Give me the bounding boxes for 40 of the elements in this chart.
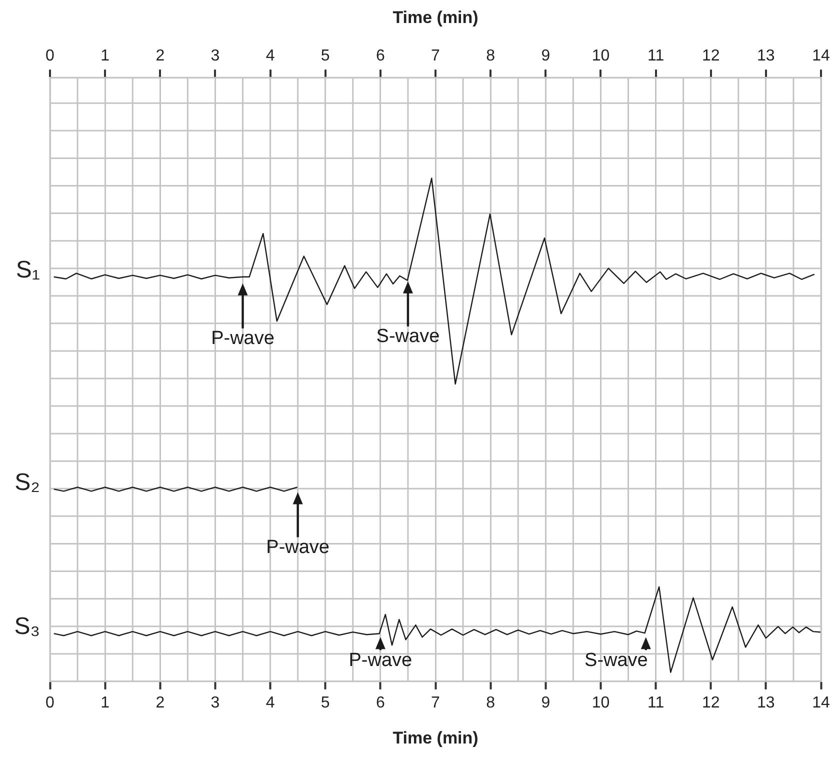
x-tick-label: 10 — [592, 47, 610, 64]
x2-tick-label: 8 — [486, 694, 496, 712]
x2-tick-label: 11 — [647, 694, 664, 712]
x-tick-label: 6 — [376, 47, 385, 64]
x2-tick-label: 6 — [376, 694, 385, 712]
x-tick-label: 0 — [46, 47, 55, 64]
x2-tick-label: 9 — [541, 694, 550, 712]
series-label: S₂ — [14, 468, 40, 496]
x-tick-label: 1 — [100, 47, 110, 64]
x2-tick-label: 10 — [592, 694, 610, 712]
annotation: P-wave — [266, 536, 330, 558]
x-tick-label: 7 — [431, 47, 440, 64]
annotation: S-wave — [584, 650, 648, 671]
x-axis-title: Time (min) — [392, 728, 478, 748]
x-tick-label: 12 — [702, 47, 720, 64]
x-tick-label: 3 — [210, 47, 220, 64]
x2-tick-label: 7 — [431, 694, 440, 712]
x-tick-label: 5 — [320, 47, 330, 64]
x-tick-label: 9 — [541, 47, 550, 64]
x2-tick-label: 5 — [320, 694, 330, 712]
x2-tick-label: 2 — [156, 694, 165, 712]
annotation: P-wave — [348, 650, 412, 671]
x2-tick-label: 1 — [100, 694, 110, 712]
x2-tick-label: 3 — [210, 694, 220, 712]
x-tick-label: 14 — [812, 47, 830, 64]
x-tick-label: 2 — [156, 47, 165, 64]
series-label: S₁ — [16, 256, 40, 284]
series-label: S₃ — [14, 613, 40, 640]
annotation: P-wave — [211, 328, 274, 350]
x2-axis-title: Time (min) — [392, 8, 478, 27]
x-tick-label: 11 — [647, 47, 664, 64]
x2-tick-label: 12 — [702, 694, 720, 712]
x2-tick-label: 14 — [812, 694, 830, 712]
annotation: S-wave — [376, 326, 440, 348]
x2-tick-label: 4 — [266, 694, 275, 712]
x2-tick-label: 0 — [46, 694, 55, 712]
x-tick-label: 4 — [266, 47, 275, 64]
x-tick-label: 8 — [486, 47, 496, 64]
x2-tick-label: 13 — [757, 694, 775, 712]
x-tick-label: 13 — [757, 47, 775, 64]
